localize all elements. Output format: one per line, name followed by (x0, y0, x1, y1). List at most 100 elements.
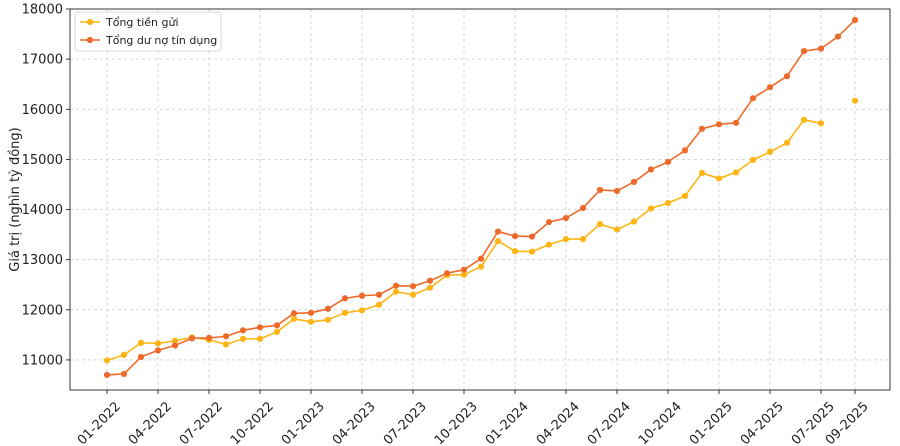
data-point (596, 220, 604, 228)
data-point (630, 178, 638, 186)
x-tick-label: 04-2024 (534, 399, 583, 446)
data-point (409, 283, 417, 290)
data-point (103, 371, 111, 379)
data-point (749, 95, 757, 102)
data-point (426, 277, 434, 284)
data-point (256, 324, 264, 331)
data-point (511, 232, 519, 240)
y-tick-label: 17000 (22, 53, 63, 68)
data-point (766, 148, 774, 155)
series-line (106, 19, 856, 376)
data-point (460, 266, 468, 273)
series-line (107, 101, 855, 361)
legend-box (74, 11, 222, 52)
x-tick-label: 10-2024 (636, 399, 685, 446)
legend-label: Tổng dư nợ tín dụng (105, 34, 217, 47)
data-point (273, 328, 281, 335)
data-point (443, 270, 451, 277)
data-point (392, 288, 400, 295)
data-point (596, 186, 604, 194)
data-point (188, 335, 196, 342)
x-tick-label: 01-2025 (687, 399, 736, 446)
data-point (171, 342, 179, 349)
data-point (307, 318, 315, 325)
y-tick-label: 16000 (22, 103, 63, 118)
x-tick-label: 04-2022 (126, 399, 175, 446)
data-point (239, 335, 247, 342)
data-point (817, 45, 825, 52)
data-point (120, 370, 128, 378)
x-tick-label: 07-2022 (177, 399, 226, 446)
y-tick-label: 15000 (22, 153, 63, 168)
data-point (103, 357, 111, 364)
y-tick-label: 11000 (22, 353, 63, 368)
data-point (715, 175, 723, 182)
data-point (477, 255, 485, 262)
data-point (290, 315, 298, 322)
data-point (664, 199, 672, 207)
data-point (528, 233, 536, 240)
data-point (664, 158, 672, 166)
y-tick-label: 13000 (22, 253, 63, 268)
data-point (783, 139, 791, 146)
data-point (477, 263, 485, 270)
data-point (324, 305, 332, 312)
legend-label: Tổng tiền gửi (105, 16, 179, 29)
data-point (494, 238, 502, 245)
y-tick-label: 14000 (22, 203, 63, 218)
data-point (205, 334, 213, 341)
series-layer (103, 16, 859, 379)
data-point (851, 97, 859, 104)
data-point (545, 218, 553, 226)
x-tick-label: 04-2023 (330, 399, 379, 446)
x-tick-label: 10-2022 (228, 399, 277, 446)
data-point (851, 16, 859, 24)
data-point (239, 327, 247, 334)
data-point (375, 291, 383, 298)
x-tick-label: 01-2023 (279, 399, 328, 446)
data-point (698, 169, 706, 177)
data-point (800, 116, 808, 123)
x-tick-label: 01-2024 (483, 399, 532, 446)
data-point (358, 307, 366, 314)
data-point (613, 187, 621, 195)
data-point (137, 353, 145, 361)
data-point (426, 284, 434, 291)
data-point (120, 351, 128, 359)
grid-lines (70, 8, 890, 390)
data-point (460, 271, 468, 278)
data-point (732, 169, 740, 176)
data-point (222, 333, 230, 340)
legend-swatch-marker (86, 18, 94, 26)
data-point (766, 84, 774, 91)
data-point (392, 282, 400, 289)
data-point (800, 48, 808, 55)
x-tick-label: 07-2023 (381, 399, 430, 446)
data-point (511, 248, 519, 255)
data-point (528, 248, 536, 255)
x-axis: 01-2022 04-2022 07-2022 10-2022 01-2023 04-20… (75, 390, 872, 446)
series-2 (103, 16, 859, 379)
y-axis-title: Giá trị (nghìn tỷ đồng) (8, 127, 23, 271)
data-point (681, 192, 689, 200)
data-point (154, 340, 162, 347)
data-point (307, 309, 315, 316)
data-point (817, 120, 825, 127)
data-point (137, 339, 145, 346)
data-point (579, 236, 587, 243)
data-point (256, 335, 264, 342)
data-point (154, 347, 162, 354)
data-point (647, 166, 655, 173)
data-point (222, 341, 230, 348)
data-point (562, 214, 570, 222)
data-point (783, 73, 791, 80)
data-point (647, 205, 655, 212)
data-point (358, 292, 366, 299)
data-point (749, 156, 757, 163)
data-point (324, 316, 332, 323)
data-point (579, 204, 587, 212)
data-point (545, 241, 553, 248)
data-point (834, 33, 842, 40)
data-point (273, 322, 281, 329)
